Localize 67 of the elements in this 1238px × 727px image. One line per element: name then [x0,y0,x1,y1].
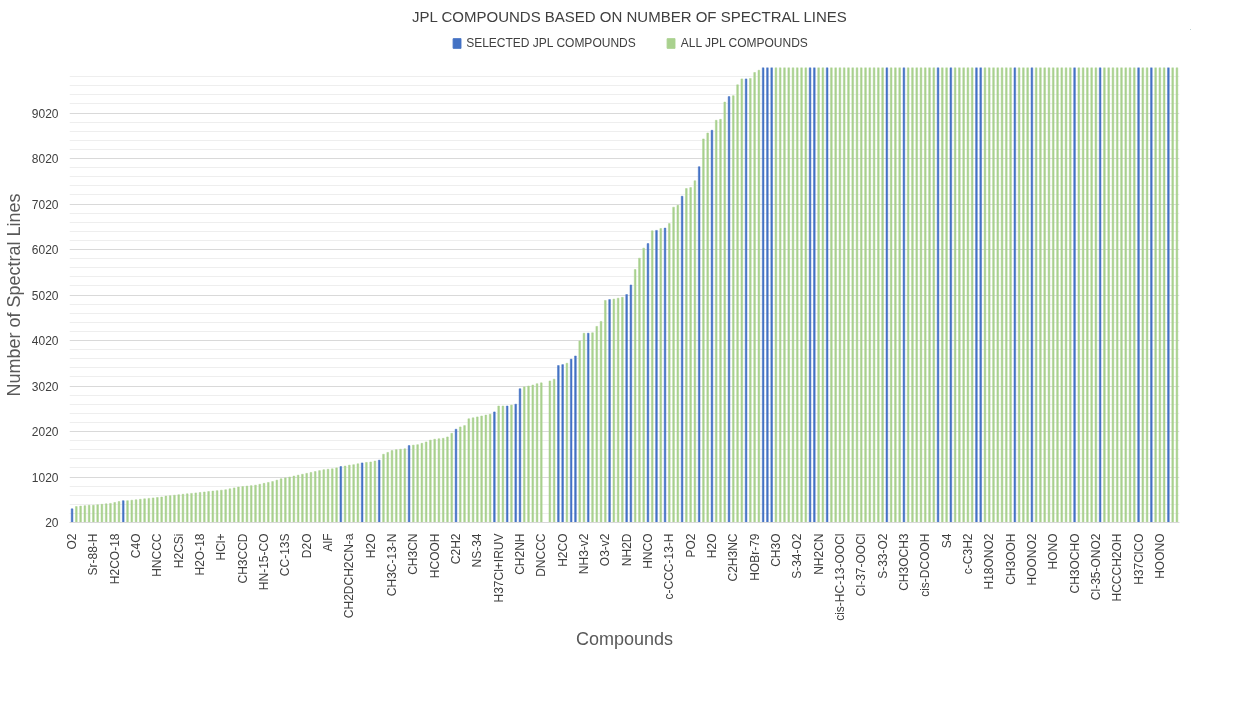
x-tick-label: HN-15-CO [257,533,272,591]
legend-label: SELECTED JPL COMPOUNDS [466,36,636,50]
x-tick-label: CH3OOH [1003,533,1018,585]
x-tick-label: CH3O [768,533,783,567]
x-tick-label: H37Cl+IRUV [491,533,506,603]
x-tick-label: CH3C-13-N [385,533,400,597]
x-tick-label: CH3CCD [235,533,250,584]
x-tick-label: NS-34 [470,533,485,568]
x-tick-label: CH2NH [512,533,527,575]
x-tick-label: H2O [363,533,378,559]
x-tick-label: O3-v2 [598,533,613,567]
x-tick-label: H2CO-18 [107,533,122,585]
x-tick-label: PO2 [683,533,698,558]
x-tick-label: HCCCH2OH [1110,533,1125,602]
x-tick-label: H37ClCO [1131,533,1146,585]
x-tick-label: HOONO2 [1024,533,1039,586]
y-tick-label: 6020 [31,243,59,257]
x-tick-label: O2 [65,533,80,550]
x-tick-label: S-34-O2 [790,533,805,579]
x-tick-label: CH3CN [406,533,421,575]
x-tick-label: AlF [321,533,336,552]
x-tick-label: HONO [1046,533,1061,570]
y-tick-label: 7020 [31,197,59,212]
x-tick-label: C4O [129,533,144,559]
x-tick-label: HNCCC [150,533,165,577]
y-tick-label: 4020 [31,334,59,348]
x-tick-label: HOBr-79 [747,533,762,581]
legend-label: ALL JPL COMPOUNDS [680,36,808,50]
x-tick-label: cis-DCOOH [918,533,933,597]
x-tick-label: NH2CN [811,533,826,575]
x-tick-label: cis-HC-13-OOCl [832,533,847,621]
x-tick-label: H2O [704,533,719,559]
x-tick-label: c-CCC-13-H [662,533,677,600]
x-tick-label: Cl-37-OOCl [854,533,869,597]
x-tick-label: NH3-v2 [576,533,591,575]
x-tick-label: NH2D [619,533,634,567]
x-tick-label: H2CSi [171,533,186,569]
x-tick-label: H2O-18 [193,533,208,576]
x-tick-label: S-33-O2 [875,533,890,579]
x-tick-label: S4 [939,533,954,549]
x-tick-label: C2H2 [448,533,463,565]
x-tick-label: Sr-88-H [86,533,101,576]
x-tick-label: C2H3NC [726,533,741,582]
x-tick-label: H18ONO2 [982,533,997,590]
x-tick-label: D2O [299,533,314,559]
x-tick-label: CH3OCHO [1067,533,1082,594]
x-tick-label: CH2DCH2CN-a [342,533,357,619]
x-tick-label: HNCO [640,533,655,569]
x-tick-label: Cl-35-ONO2 [1088,533,1103,601]
y-tick-label: 2020 [31,425,59,439]
x-tick-label: HCOOH [427,533,442,579]
x-tick-label: HCl+ [214,533,229,561]
chart-title: JPL COMPOUNDS BASED ON NUMBER OF SPECTRAL LINES [412,7,847,25]
y-tick-label: 3020 [31,379,59,394]
y-tick-label: 1020 [31,470,59,485]
y-tick-label: 8020 [31,152,59,166]
x-tick-label: H2CO [555,533,570,567]
y-tick-label: 5020 [31,288,59,303]
y-tick-label: 20 [45,516,59,530]
x-tick-label: HOONO [1152,533,1167,579]
y-axis-title: Number of Spectral Lines [3,193,24,397]
x-tick-label: c-C3H2 [960,533,975,575]
x-tick-label: DNCCC [534,533,549,577]
x-axis-title: Compounds [575,628,674,649]
y-tick-label: 9020 [31,106,59,121]
x-tick-label: CC-13S [278,533,293,577]
x-tick-label: CH3OCH3 [896,533,911,591]
